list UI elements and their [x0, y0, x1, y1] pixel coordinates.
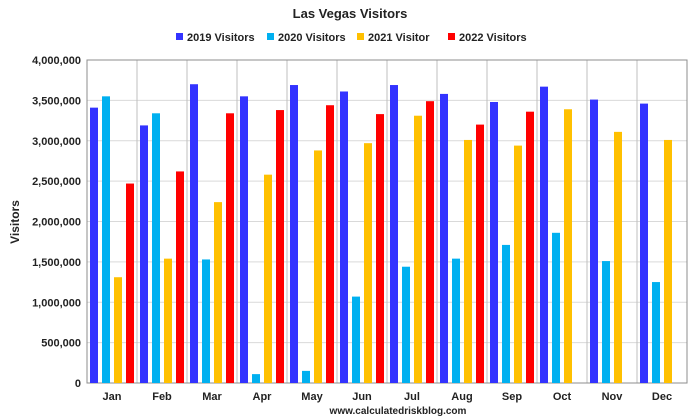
- bar: [240, 96, 248, 384]
- bar: [376, 114, 384, 383]
- bars: [90, 84, 672, 384]
- x-tick-label: Sep: [502, 391, 522, 403]
- y-axis-label: Visitors: [8, 200, 22, 244]
- bar: [102, 96, 110, 384]
- bar: [464, 139, 472, 383]
- bar: [90, 107, 98, 383]
- bar: [502, 244, 510, 383]
- bar: [152, 113, 160, 384]
- legend-label: 2020 Visitors: [278, 32, 346, 44]
- bar: [440, 93, 448, 383]
- bar: [514, 145, 522, 383]
- bar: [364, 143, 372, 383]
- legend-swatch: [176, 33, 183, 40]
- bar: [264, 174, 272, 383]
- chart-title: Las Vegas Visitors: [293, 6, 408, 21]
- bar: [340, 91, 348, 384]
- bar: [290, 85, 298, 383]
- bar: [402, 266, 410, 383]
- bar: [352, 296, 360, 383]
- legend-swatch: [357, 33, 364, 40]
- legend: 2019 Visitors 2020 Visitors 2021 Visitor 20…: [176, 32, 527, 44]
- y-tick-label: 4,000,000: [32, 55, 81, 67]
- bar: [614, 131, 622, 383]
- x-tick-label: Aug: [451, 391, 472, 403]
- bar: [314, 150, 322, 383]
- bar: [640, 103, 648, 383]
- y-tick-label: 500,000: [41, 338, 81, 350]
- x-tick-label: Dec: [652, 391, 672, 403]
- bar: [490, 101, 498, 384]
- bar: [326, 105, 334, 383]
- y-tick-label: 2,500,000: [32, 176, 81, 188]
- bar: [390, 85, 398, 383]
- bar: [476, 124, 484, 383]
- bar: [126, 183, 134, 383]
- x-tick-label: May: [301, 391, 323, 403]
- bar: [114, 277, 122, 383]
- bar: [176, 171, 184, 383]
- legend-swatch: [448, 33, 455, 40]
- bar: [414, 115, 422, 383]
- grid: [86, 59, 688, 384]
- y-tick-label: 1,000,000: [32, 297, 81, 309]
- y-tick-label: 3,000,000: [32, 136, 81, 148]
- x-tick-label: Jan: [103, 391, 122, 403]
- plot-frame: [86, 59, 688, 384]
- y-tick-label: 2,000,000: [32, 217, 81, 229]
- x-tick-label: Oct: [553, 391, 572, 403]
- bar: [202, 259, 210, 383]
- bar: [252, 374, 260, 383]
- bar: [276, 110, 284, 383]
- bar: [302, 370, 310, 383]
- y-tick-label: 0: [75, 378, 81, 390]
- bar: [140, 125, 148, 383]
- bar: [214, 202, 222, 383]
- x-tick-label: Jun: [352, 391, 372, 403]
- x-tick-label: Feb: [152, 391, 172, 403]
- bar: [552, 232, 560, 383]
- bar: [590, 99, 598, 383]
- y-axis-ticks: 0 500,000 1,000,000 1,500,000 2,000,000 2,500…: [32, 55, 81, 390]
- bar: [526, 111, 534, 384]
- bar: [602, 261, 610, 383]
- x-tick-label: Mar: [202, 391, 222, 403]
- x-tick-label: Nov: [602, 391, 624, 403]
- bar: [190, 84, 198, 383]
- bar: [164, 258, 172, 383]
- legend-label: 2022 Visitors: [459, 32, 527, 44]
- source-label: www.calculatedriskblog.com: [329, 406, 467, 417]
- bar: [452, 258, 460, 383]
- x-tick-label: Apr: [253, 391, 273, 403]
- bar: [652, 282, 660, 383]
- bar: [564, 109, 572, 383]
- y-tick-label: 1,500,000: [32, 257, 81, 269]
- legend-swatch: [267, 33, 274, 40]
- y-tick-label: 3,500,000: [32, 95, 81, 107]
- x-tick-label: Jul: [404, 391, 420, 403]
- bar: [426, 101, 434, 384]
- legend-label: 2019 Visitors: [187, 32, 255, 44]
- legend-label: 2021 Visitor: [368, 32, 430, 44]
- bar: [540, 86, 548, 384]
- bar: [226, 113, 234, 384]
- x-axis-ticks: Jan Feb Mar Apr May Jun Jul Aug Sep Oct Nov Dec: [103, 391, 673, 403]
- bar: [664, 139, 672, 383]
